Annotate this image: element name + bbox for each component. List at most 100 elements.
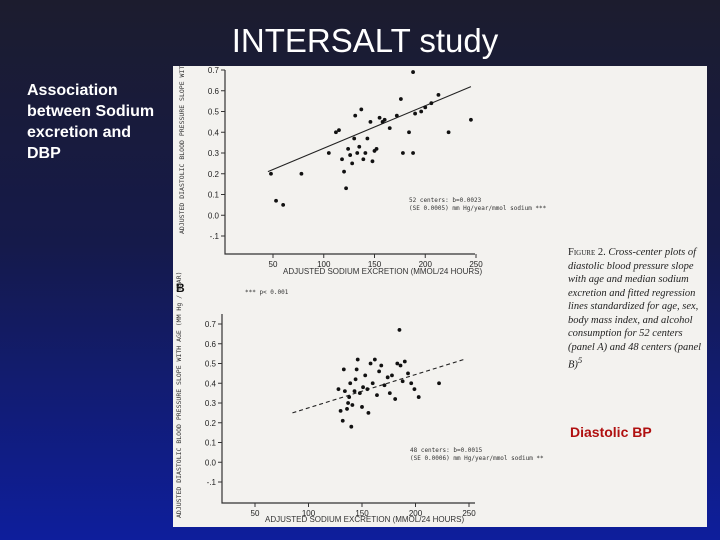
y-tick-label: 0.5: [205, 360, 217, 369]
y-tick-label: 0.7: [208, 66, 220, 75]
x-tick-label: 250: [469, 260, 483, 269]
panel-b-chart: -.1 0.0 0.1 0.2 0.3 0.4 0.5 0.6 0.7 50 100 150 200 2…: [175, 271, 544, 524]
data-point: [387, 126, 392, 130]
data-point: [365, 136, 370, 141]
figure-scan: -.1 0.0 0.1 0.2 0.3 0.4 0.5 0.6 0.7 50 100 150 200 2…: [173, 66, 707, 527]
data-point: [398, 363, 403, 368]
side-caption: Association between Sodium excretion and…: [27, 82, 155, 162]
y-tick-label: 0.7: [205, 320, 217, 329]
data-point: [423, 105, 428, 110]
data-point: [393, 397, 398, 401]
panel-a-chart: -.1 0.0 0.1 0.2 0.3 0.4 0.5 0.6 0.7 50 100 150 200 2…: [178, 66, 547, 276]
figure-caption-text: Cross-center plots of diastolic blood pr…: [568, 247, 702, 371]
y-tick-label: 0.3: [205, 399, 217, 408]
data-point: [342, 389, 347, 394]
data-point: [342, 169, 346, 174]
panel-b-axes: [221, 314, 475, 504]
data-point: [350, 403, 355, 407]
x-tick-label: 200: [419, 260, 433, 269]
data-point: [281, 202, 286, 207]
data-point: [370, 159, 375, 164]
panel-b-y-axis-label: ADJUSTED DIASTOLIC BLOOD PRESSURE SLOPE …: [175, 271, 183, 518]
data-point: [338, 409, 343, 413]
data-point: [375, 393, 379, 397]
data-point: [374, 146, 379, 151]
data-point: [363, 373, 368, 378]
x-tick-label: 250: [462, 509, 476, 518]
data-point: [379, 363, 384, 368]
y-tick-label: 0.4: [208, 128, 220, 137]
data-point: [412, 387, 417, 392]
y-tick-label: 0.6: [205, 340, 217, 349]
y-tick-label: 0.2: [205, 419, 217, 428]
data-point: [345, 407, 349, 411]
data-point: [346, 401, 350, 405]
data-point: [341, 367, 346, 372]
y-tick-label: 0.2: [208, 170, 220, 179]
data-point: [274, 198, 278, 203]
data-point: [347, 395, 352, 399]
figure-caption: Figure 2. Cross-center plots of diastoli…: [568, 246, 703, 372]
data-point: [337, 128, 341, 133]
data-point: [469, 117, 473, 122]
data-point: [372, 357, 377, 362]
y-tick-label: 0.3: [208, 149, 220, 158]
panel-a-axes: [224, 70, 475, 255]
panel-a-y-ticks: -.1 0.0 0.1 0.2 0.3 0.4 0.5 0.6 0.7: [208, 66, 225, 241]
x-tick-label: 200: [409, 509, 423, 518]
data-point: [368, 361, 373, 366]
slide-title: INTERSALT study: [231, 22, 499, 59]
y-tick-label: -.1: [210, 232, 220, 241]
data-point: [348, 153, 353, 157]
data-point: [377, 115, 382, 120]
data-point: [348, 381, 353, 386]
panel-b-annotation-line-2: (SE 0.0006) mm Hg/year/mmol sodium **: [410, 455, 544, 462]
figure-caption-lead: Figure 2.: [568, 247, 606, 258]
data-point: [352, 389, 357, 394]
data-point: [401, 151, 405, 155]
data-point: [400, 379, 405, 384]
data-point: [350, 161, 355, 166]
panel-a-points: [269, 70, 473, 207]
data-point: [361, 385, 365, 390]
y-tick-label: 0.5: [208, 108, 220, 117]
data-point: [355, 151, 360, 155]
data-point: [429, 101, 434, 106]
data-point: [361, 157, 366, 162]
data-point: [370, 381, 375, 386]
data-point: [353, 377, 358, 382]
x-tick-label: 50: [269, 260, 278, 269]
significance-note: *** p< 0.001: [245, 289, 289, 296]
data-point: [357, 391, 362, 396]
data-point: [382, 383, 387, 388]
y-tick-label: 0.6: [208, 87, 220, 96]
data-point: [299, 171, 304, 176]
data-point: [395, 361, 400, 366]
y-tick-label: 0.1: [208, 191, 220, 200]
data-point: [366, 410, 371, 415]
data-point: [409, 381, 414, 386]
data-point: [385, 375, 390, 380]
panel-a-regression-line: [267, 86, 472, 173]
data-point: [406, 371, 410, 376]
data-point: [398, 97, 403, 101]
panel-b-x-axis-label: ADJUSTED SODIUM EXCRETION (MMOL/24 HOURS…: [265, 515, 464, 524]
panel-b-letter: B: [176, 281, 185, 295]
data-point: [411, 151, 415, 155]
data-point: [344, 186, 348, 191]
x-tick-label: 150: [368, 260, 382, 269]
data-point: [446, 130, 451, 135]
figure-plots: -.1 0.0 0.1 0.2 0.3 0.4 0.5 0.6 0.7 50 100 150 200 2…: [175, 66, 547, 524]
data-point: [382, 117, 387, 122]
panel-a-annotation-line-1: 52 centers: b=0.0023: [409, 197, 482, 204]
data-point: [365, 387, 370, 392]
data-point: [357, 144, 362, 149]
data-point: [402, 359, 407, 364]
data-point: [436, 93, 441, 97]
x-tick-label: 50: [251, 509, 260, 518]
data-point: [363, 151, 368, 155]
diastolic-bp-label: Diastolic BP: [570, 424, 652, 440]
data-point: [359, 107, 364, 112]
data-point: [353, 113, 358, 118]
data-point: [326, 151, 331, 155]
